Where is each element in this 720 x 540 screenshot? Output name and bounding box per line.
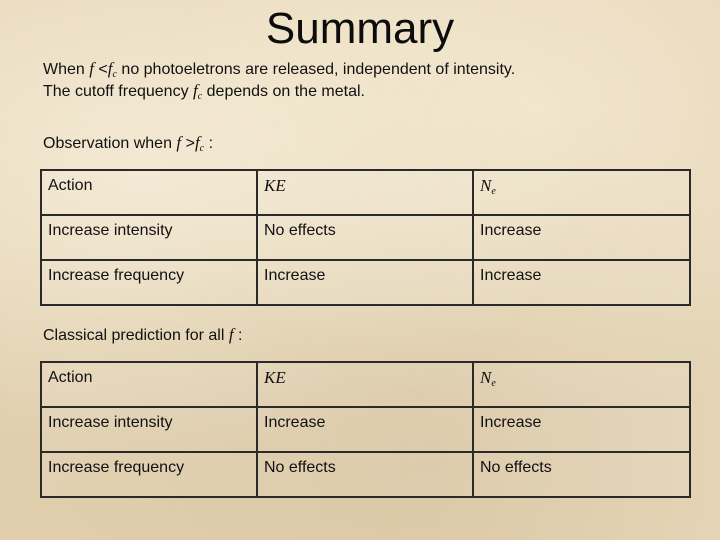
intro-line-1: When f <fc no photoeletrons are released… — [43, 59, 515, 85]
table-cell: No effects — [472, 451, 691, 498]
frequency-symbol: f — [228, 325, 234, 344]
slide-title: Summary — [265, 4, 455, 53]
cutoff-frequency-symbol: f — [194, 133, 200, 152]
table-cell: Increase — [472, 214, 691, 261]
intro-line-2-rest: depends on the metal. — [202, 83, 365, 100]
table-cell: Increase intensity — [40, 406, 258, 453]
observation-label: Observation when f >fc : — [43, 133, 213, 159]
table-cell: No effects — [256, 214, 474, 261]
intro-line-2-text: The cutoff frequency — [43, 83, 194, 100]
table-header-row: Action KE Ne — [40, 169, 691, 216]
frequency-symbol: f — [176, 133, 182, 152]
table-row: Increase frequency Increase Increase — [40, 259, 691, 306]
header-action: Action — [40, 361, 258, 408]
classical-table: Action KE Ne Increase intensity Increase… — [40, 361, 691, 498]
table-cell: Increase — [256, 406, 474, 453]
cutoff-subscript: c — [197, 91, 203, 102]
table-cell: Increase intensity — [40, 214, 258, 261]
classical-text: Classical prediction for all — [43, 327, 229, 344]
intro-line-1-rest: no photoeletrons are released, independe… — [116, 61, 516, 78]
header-action: Action — [40, 169, 258, 216]
table-cell: No effects — [256, 451, 474, 498]
table-cell: Increase — [472, 259, 691, 306]
table-cell: Increase — [472, 406, 691, 453]
table-row: Increase intensity No effects Increase — [40, 214, 691, 261]
n-symbol: N — [480, 368, 492, 387]
ke-symbol: KE — [264, 368, 286, 387]
less-than-sign: < — [93, 61, 108, 78]
observation-colon: : — [204, 135, 214, 152]
header-electron-count: Ne — [472, 361, 691, 408]
cutoff-subscript: c — [112, 69, 117, 80]
intro-line-2: The cutoff frequency fc depends on the m… — [43, 81, 365, 107]
ke-symbol: KE — [264, 176, 286, 195]
header-kinetic-energy: KE — [256, 361, 474, 408]
table-header-row: Action KE Ne — [40, 361, 691, 408]
classical-label: Classical prediction for all f : — [43, 325, 242, 346]
e-subscript: e — [491, 186, 496, 197]
n-symbol: N — [480, 176, 492, 195]
frequency-symbol: f — [89, 59, 94, 78]
table-cell: Increase frequency — [40, 259, 258, 306]
table-cell: Increase — [256, 259, 474, 306]
cutoff-frequency-symbol: f — [107, 59, 113, 78]
table-cell: Increase frequency — [40, 451, 258, 498]
e-subscript: e — [491, 378, 496, 389]
greater-than-sign: > — [181, 135, 195, 152]
header-electron-count: Ne — [472, 169, 691, 216]
cutoff-frequency-symbol: f — [193, 81, 198, 100]
table-row: Increase intensity Increase Increase — [40, 406, 691, 453]
observation-text: Observation when — [43, 135, 177, 152]
table-row: Increase frequency No effects No effects — [40, 451, 691, 498]
header-kinetic-energy: KE — [256, 169, 474, 216]
cutoff-subscript: c — [199, 143, 205, 154]
intro-line-1-text: When — [43, 61, 90, 78]
observation-table: Action KE Ne Increase intensity No effec… — [40, 169, 691, 306]
classical-colon: : — [233, 327, 243, 344]
